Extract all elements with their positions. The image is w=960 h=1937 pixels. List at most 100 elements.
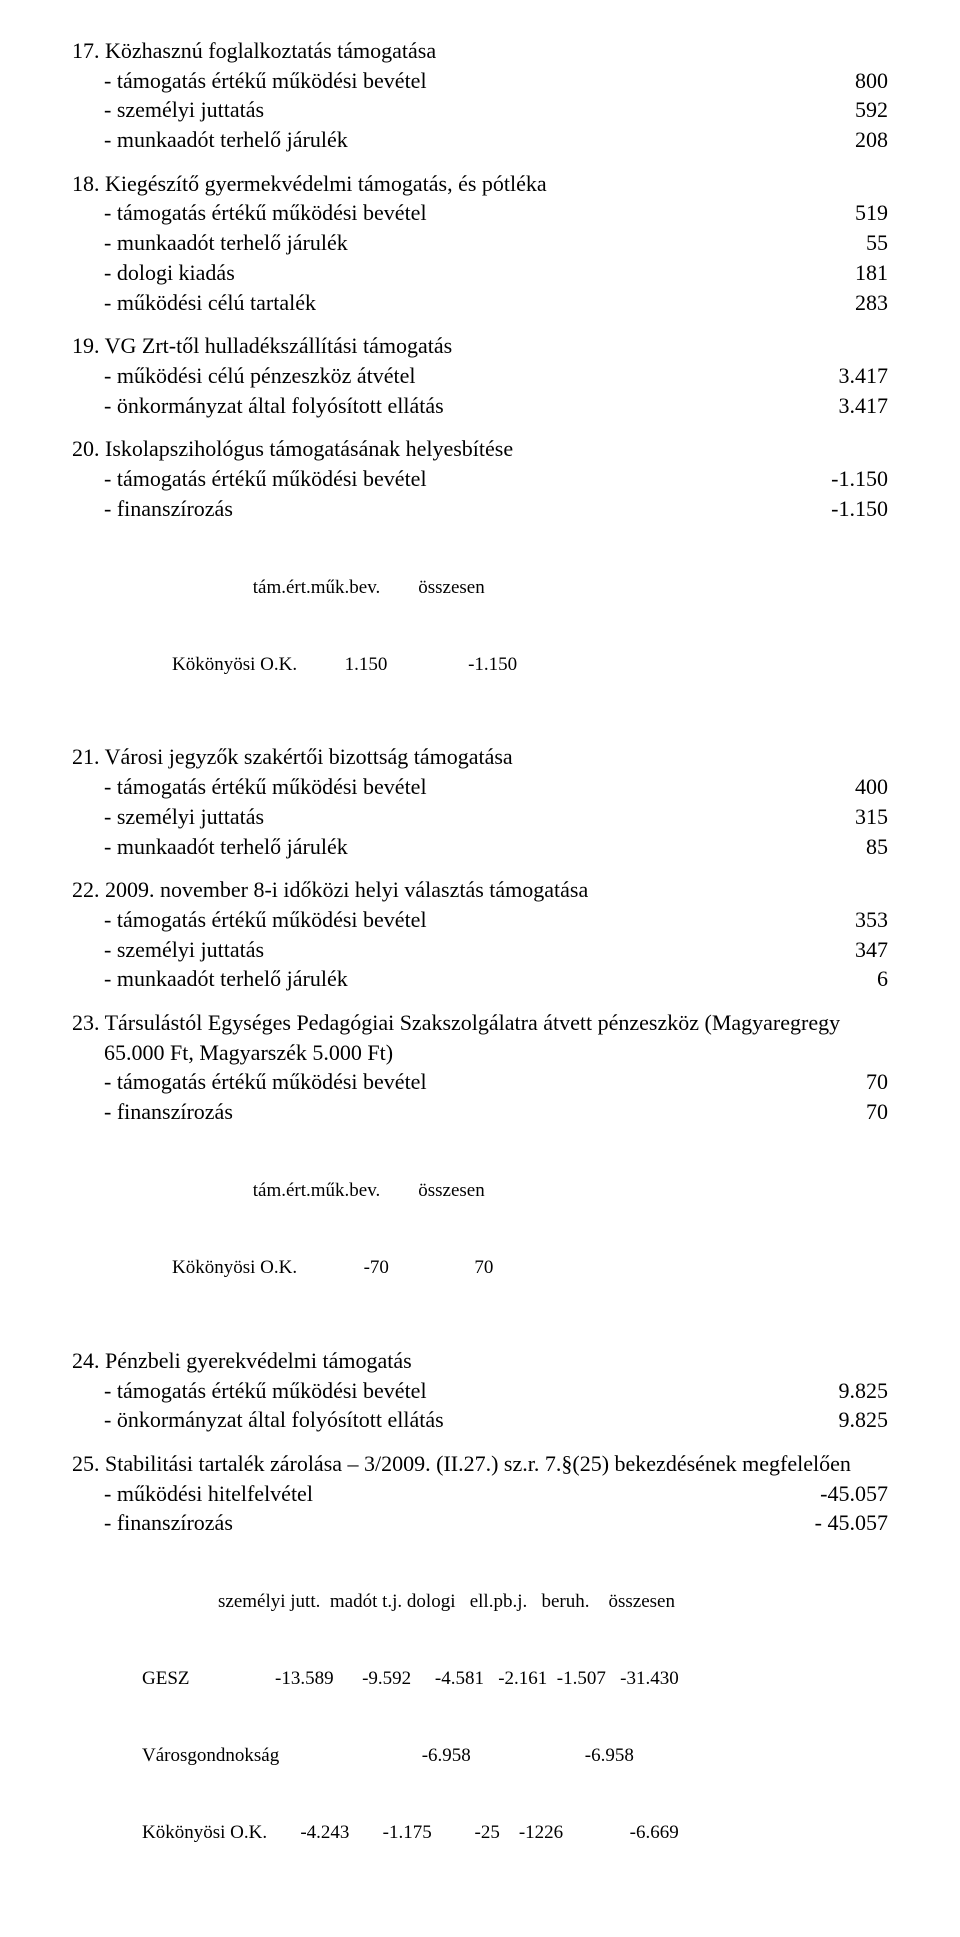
line-value: 800 <box>835 66 888 96</box>
table-row-varosgondnoksag: Városgondnokság -6.958 -6.958 <box>142 1743 888 1769</box>
section-25: 25. Stabilitási tartalék zárolása – 3/20… <box>72 1449 888 1897</box>
section-18: 18. Kiegészítő gyermekvédelmi támogatás,… <box>72 169 888 317</box>
line-label: - támogatás értékű működési bevétel <box>72 198 427 228</box>
subtable-header: tám.ért.műk.bev. összesen <box>172 1178 888 1204</box>
line-value: 3.417 <box>819 361 889 391</box>
line-17-1: - támogatás értékű működési bevétel 800 <box>72 66 888 96</box>
line-20-1: - támogatás értékű működési bevétel -1.15… <box>72 464 888 494</box>
document-page: 17. Közhasznú foglalkoztatás támogatása … <box>0 0 960 1937</box>
line-23-1: - támogatás értékű működési bevétel 70 <box>72 1067 888 1097</box>
line-label: - támogatás értékű működési bevétel <box>72 905 427 935</box>
line-value: -45.057 <box>800 1479 888 1509</box>
line-label: - támogatás értékű működési bevétel <box>72 772 427 802</box>
line-value: 208 <box>835 125 888 155</box>
line-value: 9.825 <box>819 1376 889 1406</box>
line-label: - munkaadót terhelő járulék <box>72 125 348 155</box>
line-value: 181 <box>835 258 888 288</box>
section-19: 19. VG Zrt-től hulladékszállítási támoga… <box>72 331 888 420</box>
line-label: - munkaadót terhelő járulék <box>72 228 348 258</box>
line-24-2: - önkormányzat által folyósított ellátás… <box>72 1405 888 1435</box>
line-label: - működési célú tartalék <box>72 288 316 318</box>
line-value: 400 <box>835 772 888 802</box>
line-value: 70 <box>846 1097 888 1127</box>
line-21-1: - támogatás értékű működési bevétel 400 <box>72 772 888 802</box>
line-21-2: - személyi juttatás 315 <box>72 802 888 832</box>
section-24: 24. Pénzbeli gyerekvédelmi támogatás - t… <box>72 1346 888 1435</box>
line-label: - támogatás értékű működési bevétel <box>72 66 427 96</box>
line-label: - személyi juttatás <box>72 935 264 965</box>
line-value: 3.417 <box>819 391 889 421</box>
line-21-3: - munkaadót terhelő járulék 85 <box>72 832 888 862</box>
section-23-title-line2: 65.000 Ft, Magyarszék 5.000 Ft) <box>72 1038 888 1068</box>
subtable-row: Kökönyösi O.K. 1.150 -1.150 <box>172 652 888 678</box>
line-value: - 45.057 <box>795 1508 888 1538</box>
section-20: 20. Iskolapszihológus támogatásának hely… <box>72 434 888 728</box>
line-label: - finanszírozás <box>72 1508 233 1538</box>
line-value: 347 <box>835 935 888 965</box>
line-value: 85 <box>846 832 888 862</box>
line-19-1: - működési célú pénzeszköz átvétel 3.417 <box>72 361 888 391</box>
line-value: 353 <box>835 905 888 935</box>
section-21: 21. Városi jegyzők szakértői bizottság t… <box>72 742 888 861</box>
line-label: - személyi juttatás <box>72 802 264 832</box>
table-header: személyi jutt. madót t.j. dologi ell.pb.… <box>142 1589 888 1615</box>
section-20-title: 20. Iskolapszihológus támogatásának hely… <box>72 434 888 464</box>
line-value: 9.825 <box>819 1405 889 1435</box>
line-label: - munkaadót terhelő járulék <box>72 964 348 994</box>
line-22-3: - munkaadót terhelő járulék 6 <box>72 964 888 994</box>
line-18-4: - működési célú tartalék 283 <box>72 288 888 318</box>
line-24-1: - támogatás értékű működési bevétel 9.825 <box>72 1376 888 1406</box>
line-18-2: - munkaadót terhelő járulék 55 <box>72 228 888 258</box>
line-22-1: - támogatás értékű működési bevétel 353 <box>72 905 888 935</box>
line-value: 70 <box>846 1067 888 1097</box>
line-label: - önkormányzat által folyósított ellátás <box>72 391 444 421</box>
line-label: - működési célú pénzeszköz átvétel <box>72 361 416 391</box>
line-label: - finanszírozás <box>72 494 233 524</box>
line-18-3: - dologi kiadás 181 <box>72 258 888 288</box>
line-label: - támogatás értékű működési bevétel <box>72 1067 427 1097</box>
line-value: 6 <box>857 964 888 994</box>
line-17-2: - személyi juttatás 592 <box>72 95 888 125</box>
subtable-row: Kökönyösi O.K. -70 70 <box>172 1255 888 1281</box>
line-label: - dologi kiadás <box>72 258 235 288</box>
section-25-title: 25. Stabilitási tartalék zárolása – 3/20… <box>72 1449 888 1479</box>
subtable-header: tám.ért.műk.bev. összesen <box>172 575 888 601</box>
line-value: 283 <box>835 288 888 318</box>
section-21-title: 21. Városi jegyzők szakértői bizottság t… <box>72 742 888 772</box>
section-22-title: 22. 2009. november 8-i időközi helyi vál… <box>72 875 888 905</box>
section-18-title: 18. Kiegészítő gyermekvédelmi támogatás,… <box>72 169 888 199</box>
line-value: -1.150 <box>811 494 888 524</box>
line-value: 519 <box>835 198 888 228</box>
section-24-title: 24. Pénzbeli gyerekvédelmi támogatás <box>72 1346 888 1376</box>
line-18-1: - támogatás értékű működési bevétel 519 <box>72 198 888 228</box>
section-19-title: 19. VG Zrt-től hulladékszállítási támoga… <box>72 331 888 361</box>
line-22-2: - személyi juttatás 347 <box>72 935 888 965</box>
line-20-2: - finanszírozás -1.150 <box>72 494 888 524</box>
line-label: - önkormányzat által folyósított ellátás <box>72 1405 444 1435</box>
line-19-2: - önkormányzat által folyósított ellátás… <box>72 391 888 421</box>
section-23-subtable: tám.ért.műk.bev. összesen Kökönyösi O.K.… <box>72 1127 888 1332</box>
table-row-kokonyosi: Kökönyösi O.K. -4.243 -1.175 -25 -1226 -… <box>142 1820 888 1846</box>
line-23-2: - finanszírozás 70 <box>72 1097 888 1127</box>
line-25-1: - működési hitelfelvétel -45.057 <box>72 1479 888 1509</box>
line-25-2: - finanszírozás - 45.057 <box>72 1508 888 1538</box>
section-17-title: 17. Közhasznú foglalkoztatás támogatása <box>72 36 888 66</box>
section-20-subtable: tám.ért.műk.bev. összesen Kökönyösi O.K.… <box>72 523 888 728</box>
line-label: - munkaadót terhelő járulék <box>72 832 348 862</box>
table-row-gesz: GESZ -13.589 -9.592 -4.581 -2.161 -1.507… <box>142 1666 888 1692</box>
section-23: 23. Társulástól Egységes Pedagógiai Szak… <box>72 1008 888 1332</box>
line-value: 55 <box>846 228 888 258</box>
section-17: 17. Közhasznú foglalkoztatás támogatása … <box>72 36 888 155</box>
line-value: 315 <box>835 802 888 832</box>
section-22: 22. 2009. november 8-i időközi helyi vál… <box>72 875 888 994</box>
section-23-title-line1: 23. Társulástól Egységes Pedagógiai Szak… <box>72 1008 888 1038</box>
line-label: - támogatás értékű működési bevétel <box>72 464 427 494</box>
line-value: -1.150 <box>811 464 888 494</box>
line-label: - működési hitelfelvétel <box>72 1479 313 1509</box>
line-label: - finanszírozás <box>72 1097 233 1127</box>
line-label: - támogatás értékű működési bevétel <box>72 1376 427 1406</box>
section-25-table: személyi jutt. madót t.j. dologi ell.pb.… <box>72 1538 888 1897</box>
line-17-3: - munkaadót terhelő járulék 208 <box>72 125 888 155</box>
line-label: - személyi juttatás <box>72 95 264 125</box>
line-value: 592 <box>835 95 888 125</box>
